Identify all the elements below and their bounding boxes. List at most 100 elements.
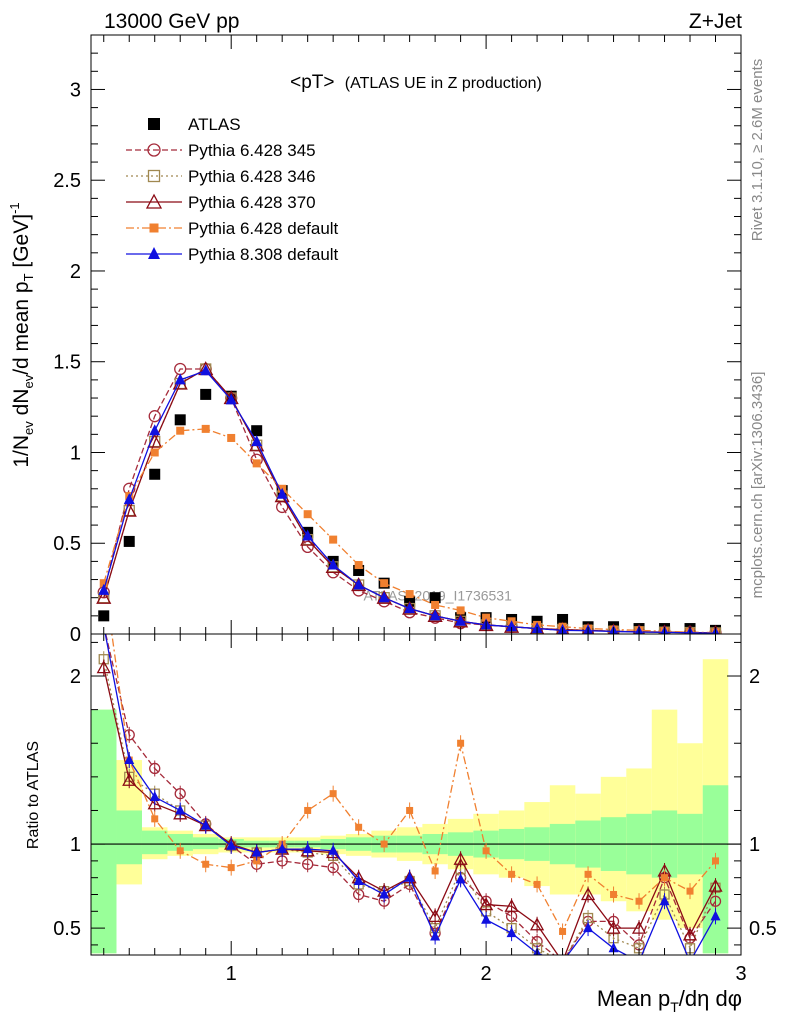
ratio-point-p8def bbox=[149, 791, 160, 802]
x-tick-label: 2 bbox=[481, 963, 492, 985]
main-plot: ATLAS_2019_I173653100.511.522.53 bbox=[53, 34, 742, 646]
point-p8def bbox=[251, 435, 263, 447]
ratio-point-p8def bbox=[659, 895, 670, 906]
ratio-point-p370 bbox=[529, 917, 545, 931]
ratio-point-p6def bbox=[253, 857, 261, 865]
ratio-series-group bbox=[96, 572, 723, 966]
ratio-point-p8def bbox=[302, 843, 313, 854]
ratio-point-p8def bbox=[455, 873, 466, 884]
ratio-point-p370 bbox=[453, 851, 468, 865]
ratio-point-p8def bbox=[481, 913, 492, 924]
point-p6def bbox=[482, 613, 491, 622]
main-y-axis-label: 1/Nev dNev/d mean pT [GeV]-1 bbox=[7, 202, 36, 467]
legend: ATLAS Pythia 6.428 345 Pythia 6.428 346 Pyt… bbox=[126, 115, 339, 264]
point-p370 bbox=[402, 600, 418, 615]
y-tick-label: 1 bbox=[70, 442, 81, 464]
point-p8def bbox=[200, 364, 212, 376]
point-p6def bbox=[456, 606, 465, 615]
point-p8def bbox=[353, 578, 365, 590]
ratio-point-p345 bbox=[174, 788, 186, 800]
ratio-point-p6def bbox=[406, 806, 414, 814]
chart-title: <pT> (ATLAS UE in Z production) bbox=[290, 72, 542, 93]
x-axis-label: Mean pT/dη dφ bbox=[597, 986, 742, 1015]
ratio-point-p8def bbox=[251, 846, 262, 857]
ratio-point-p8def bbox=[506, 927, 517, 938]
ratio-point-p345 bbox=[149, 762, 161, 775]
ratio-point-p370 bbox=[606, 920, 621, 934]
point-p8def bbox=[455, 614, 467, 626]
ratio-point-p6def bbox=[380, 840, 388, 848]
point-p6def bbox=[150, 448, 159, 457]
band-green bbox=[167, 833, 193, 851]
point-p8def bbox=[429, 609, 441, 621]
legend-marker bbox=[148, 247, 160, 259]
ratio-point-p8def bbox=[328, 844, 339, 855]
ratio-point-p346 bbox=[558, 957, 567, 966]
point-atlas bbox=[200, 388, 212, 400]
point-p370 bbox=[96, 589, 112, 604]
ratio-point-p6def bbox=[202, 860, 210, 868]
legend-marker bbox=[145, 193, 163, 209]
legend-item-p6def: Pythia 6.428 default bbox=[126, 219, 339, 238]
legend-label: Pythia 6.428 default bbox=[188, 219, 339, 238]
band-green bbox=[116, 810, 142, 865]
point-p370 bbox=[351, 577, 367, 592]
point-p6def bbox=[329, 535, 338, 544]
ratio-point-p370 bbox=[562, 954, 563, 955]
ratio-frame bbox=[90, 633, 742, 956]
band-green bbox=[91, 709, 117, 954]
x-tick-label: 3 bbox=[735, 963, 746, 985]
ratio-y-tick-label-right: 2 bbox=[749, 666, 760, 688]
point-p345 bbox=[301, 540, 314, 554]
point-atlas bbox=[98, 610, 110, 622]
legend-marker bbox=[149, 223, 159, 233]
ratio-point-p6def bbox=[329, 790, 337, 798]
series-atlas bbox=[98, 388, 722, 634]
y-tick-label: 2 bbox=[70, 261, 81, 283]
point-p370 bbox=[376, 589, 392, 604]
point-p6def bbox=[303, 510, 312, 519]
y-tick-label: 2.5 bbox=[53, 170, 81, 192]
ratio-point-p8def bbox=[124, 754, 135, 765]
chart-title-main: <pT> bbox=[290, 72, 334, 93]
ratio-point-p6def bbox=[584, 870, 592, 878]
point-p6def bbox=[380, 579, 389, 588]
ratio-point-p6def bbox=[304, 806, 312, 814]
ratio-point-p370 bbox=[122, 772, 137, 786]
point-p6def bbox=[354, 561, 363, 570]
legend-item-p370: Pythia 6.428 370 bbox=[126, 193, 316, 212]
ratio-point-p6def bbox=[610, 890, 618, 898]
ratio-point-p370 bbox=[580, 887, 596, 901]
ratio-point-p6def bbox=[712, 857, 720, 865]
ratio-point-p6def bbox=[100, 572, 107, 579]
point-p345 bbox=[148, 410, 161, 423]
ratio-point-p8def bbox=[608, 942, 619, 953]
legend-item-atlas: ATLAS bbox=[148, 115, 241, 134]
ratio-point-p8def bbox=[379, 888, 390, 899]
ratio-point-p370 bbox=[682, 927, 698, 941]
band-green bbox=[192, 837, 219, 850]
ratio-point-p6def bbox=[508, 870, 516, 878]
point-p6def bbox=[176, 426, 185, 435]
band-green bbox=[702, 785, 729, 954]
header-process: Z+Jet bbox=[689, 10, 742, 33]
ratio-point-p6def bbox=[176, 847, 184, 855]
x-tick-label: 1 bbox=[226, 963, 237, 985]
ratio-y-tick-label: 2 bbox=[70, 666, 81, 688]
point-p6def bbox=[252, 459, 261, 468]
header-energy: 13000 GeV pp bbox=[104, 10, 239, 33]
ratio-point-p6def bbox=[431, 867, 439, 875]
point-p8def bbox=[276, 487, 288, 499]
legend-label: Pythia 8.308 default bbox=[188, 245, 339, 264]
ratio-point-p8def bbox=[175, 804, 186, 815]
ratio-y-tick-label: 1 bbox=[70, 834, 81, 856]
ratio-point-p370 bbox=[428, 908, 443, 922]
point-atlas bbox=[557, 613, 569, 625]
point-p8def bbox=[404, 602, 416, 614]
point-p6def bbox=[99, 579, 108, 588]
legend-label: Pythia 6.428 345 bbox=[188, 141, 316, 160]
ratio-point-p370 bbox=[708, 878, 723, 892]
ratio-point-p8def bbox=[558, 956, 568, 966]
point-p8def bbox=[225, 393, 237, 405]
